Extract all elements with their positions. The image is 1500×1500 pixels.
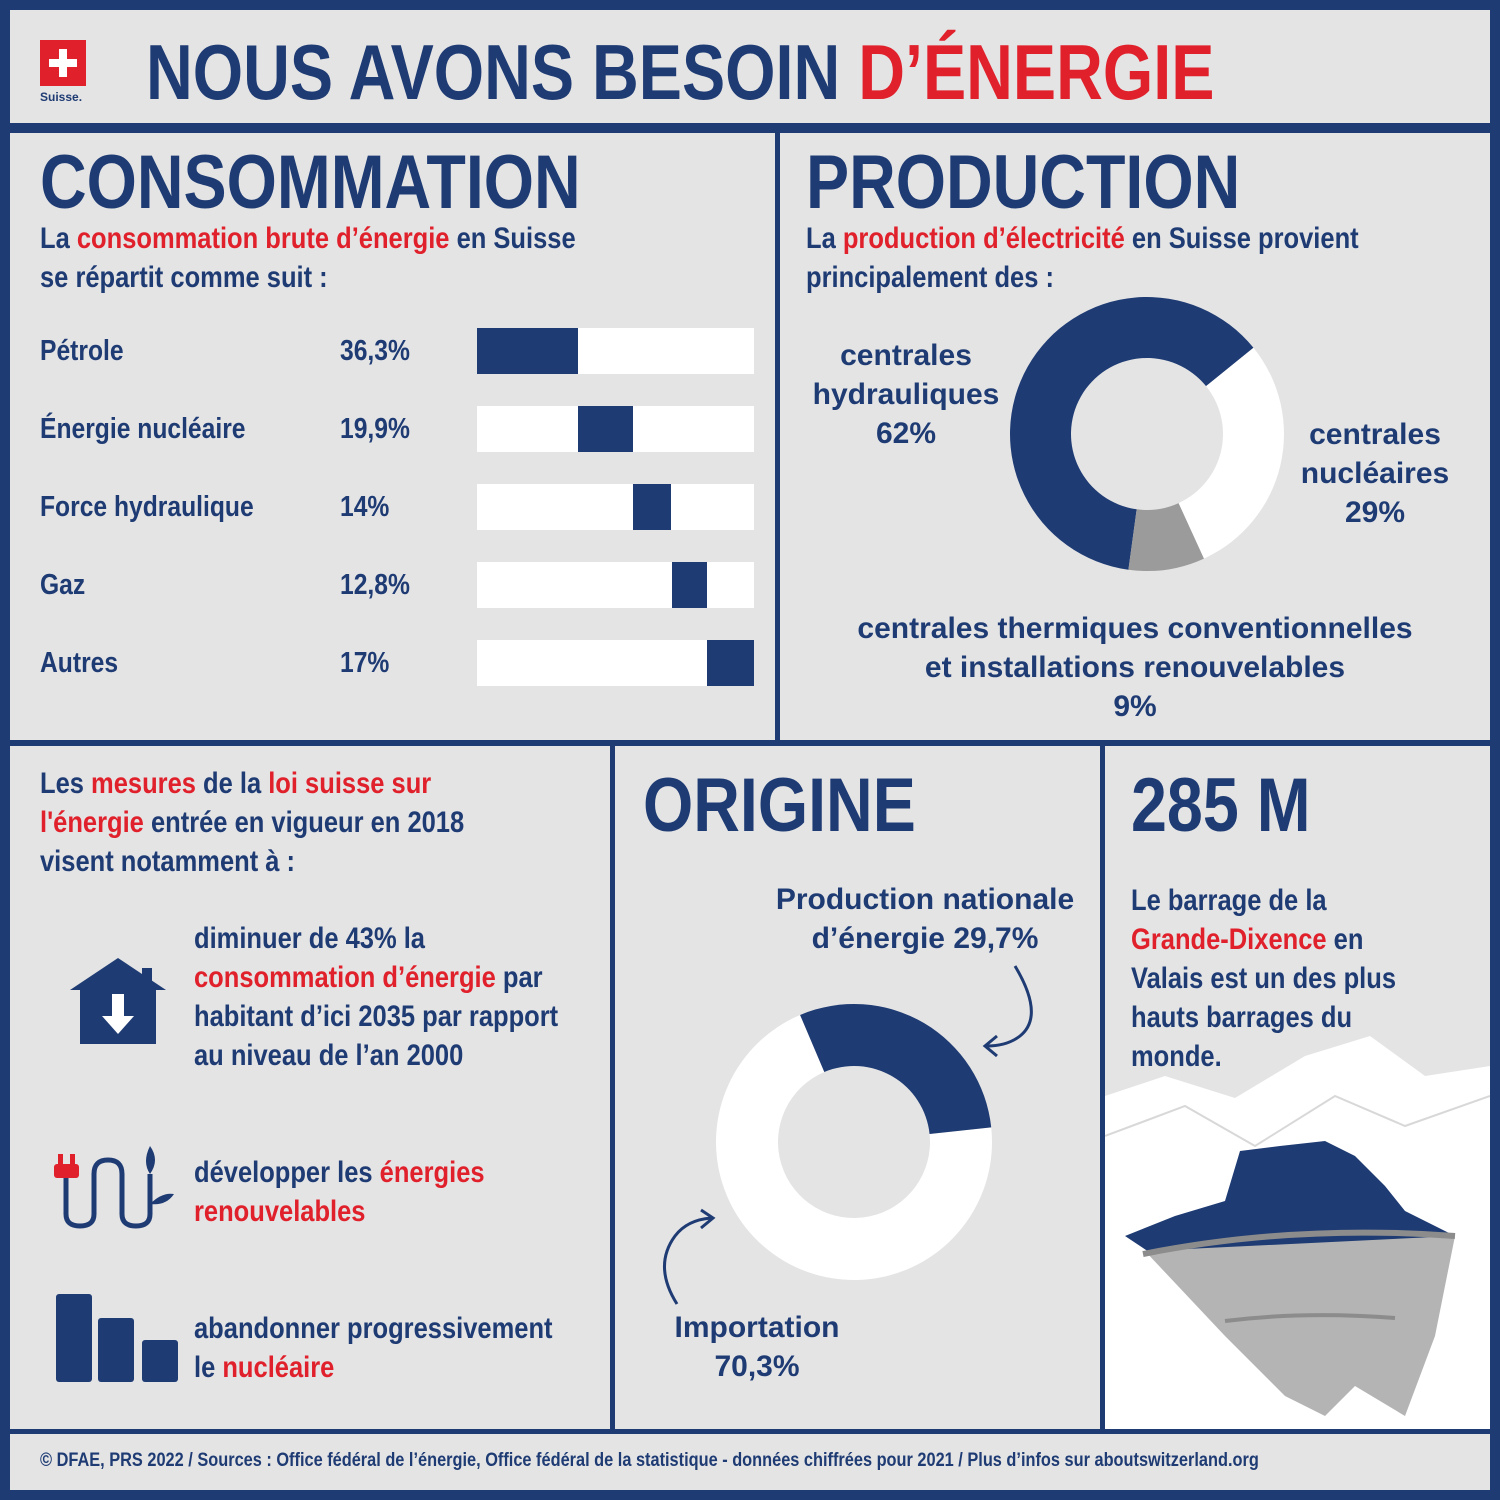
barrage-text: Le barrage de la Grande-Dixence en Valais …: [1131, 884, 1397, 1073]
title-part-1: NOUS AVONS BESOIN: [146, 28, 859, 116]
swiss-flag-icon: [40, 40, 86, 86]
bar-value-label: 12,8%: [340, 569, 410, 601]
arrow-import: [663, 1216, 712, 1305]
barrage-panel: 285 M Le barrage de la Grande-Dixence en V…: [1105, 746, 1490, 1429]
production-donut-chart: [1009, 297, 1284, 571]
dam-illustration: [1105, 1036, 1490, 1429]
bar-category-label: Pétrole: [40, 335, 124, 367]
bar-value-label: 14%: [340, 491, 390, 523]
header-panel: Suisse. NOUS AVONS BESOIN D’ÉNERGIE: [10, 10, 1490, 123]
barrage-title: 285 M: [1131, 763, 1311, 848]
mesures-panel: Les mesures de la loi suisse sur l'énergi…: [10, 746, 610, 1429]
label-nuc: centrales nucléaires 29%: [1300, 418, 1450, 529]
mesures-intro: Les mesures de la loi suisse sur l'énergi…: [40, 767, 465, 878]
donut-slice-nucleaire: [1178, 347, 1284, 559]
production-panel: PRODUCTION La production d’électricité e…: [780, 133, 1490, 740]
label-national: Production nationale d’énergie 29,7%: [775, 883, 1075, 955]
bar-value-label: 36,3%: [340, 335, 410, 367]
logo-text: Suisse.: [40, 90, 83, 104]
bar-category-label: Autres: [40, 647, 119, 679]
title-part-2: D’ÉNERGIE: [858, 28, 1215, 116]
donut-slice-import: [716, 1014, 992, 1280]
bar-category-label: Gaz: [40, 569, 86, 601]
bar-fill: [632, 484, 672, 530]
mesure-item-3: abandonner progressivement le nucléaire: [194, 1312, 553, 1384]
page-title: NOUS AVONS BESOIN D’ÉNERGIE: [146, 32, 1433, 112]
bar-fill: [577, 406, 633, 452]
bar-value-label: 17%: [340, 647, 390, 679]
bar-category-label: Énergie nucléaire: [40, 413, 246, 445]
house-down-arrow-icon: [70, 958, 166, 1044]
bar-track: [477, 406, 754, 452]
plug-plant-icon: [54, 1146, 174, 1229]
arrow-national: [986, 965, 1033, 1048]
consommation-panel: CONSOMMATION La consommation brute d’éne…: [10, 133, 775, 740]
mesure-item-2: développer les énergies renouvelables: [194, 1156, 485, 1228]
bar-track: [477, 640, 754, 686]
footer-panel: © DFAE, PRS 2022 / Sources : Office fédé…: [10, 1434, 1490, 1490]
label-import: Importation 70,3%: [674, 1311, 840, 1383]
footer-credits: © DFAE, PRS 2022 / Sources : Office fédé…: [40, 1450, 1259, 1471]
production-title: PRODUCTION: [806, 140, 1241, 225]
donut-slice-national: [800, 1004, 992, 1134]
origine-title: ORIGINE: [643, 763, 916, 848]
bar-value-label: 19,9%: [340, 413, 410, 445]
bar-fill: [477, 328, 578, 374]
consommation-title: CONSOMMATION: [40, 140, 581, 225]
origine-panel: ORIGINE Production nationale d’énergie 29…: [615, 746, 1100, 1429]
arrow-national-head: [982, 1034, 998, 1058]
production-intro: La production d’électricité en Suisse pr…: [806, 222, 1359, 294]
bar-track: [477, 562, 754, 608]
bar-fill: [706, 640, 754, 686]
bar-track: [477, 484, 754, 530]
arrow-import-head: [700, 1208, 716, 1230]
bar-category-label: Force hydraulique: [40, 491, 254, 523]
label-therm: centrales thermiques conventionnelles et …: [857, 612, 1413, 723]
donut-slice-hydro: [1009, 297, 1254, 570]
bar-fill: [671, 562, 707, 608]
donut-slice-thermique: [1128, 503, 1205, 571]
mesure-item-1: diminuer de 43% la consommation d’énergie…: [194, 922, 559, 1072]
origine-donut-chart: [663, 965, 1033, 1305]
label-hydro: centrales hydrauliques 62%: [812, 339, 1000, 450]
decreasing-bars-icon: [56, 1294, 178, 1382]
consommation-intro: La consommation brute d’énergie en Suiss…: [40, 222, 576, 294]
bar-track: [477, 328, 754, 374]
